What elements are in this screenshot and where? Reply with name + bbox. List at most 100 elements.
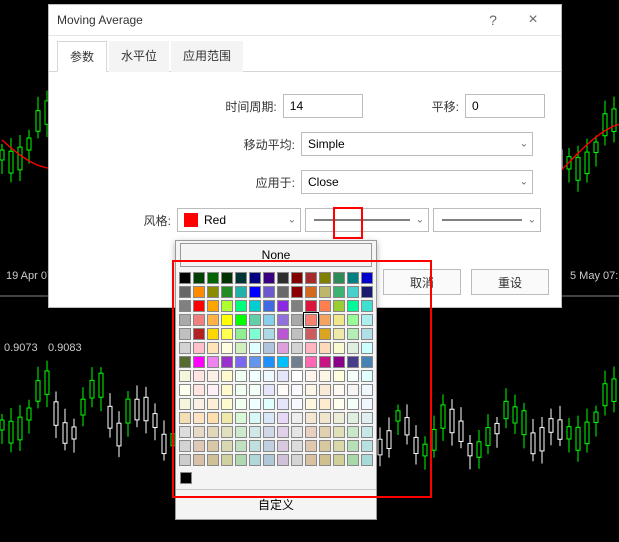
- dialog-titlebar[interactable]: Moving Average ? ×: [49, 5, 561, 36]
- color-cell[interactable]: [235, 356, 247, 368]
- color-cell[interactable]: [249, 314, 261, 326]
- color-cell[interactable]: [305, 300, 317, 312]
- color-cell[interactable]: [291, 314, 303, 326]
- color-cell[interactable]: [249, 412, 261, 424]
- color-cell[interactable]: [263, 454, 275, 466]
- color-cell[interactable]: [235, 286, 247, 298]
- color-cell[interactable]: [361, 398, 373, 410]
- color-cell[interactable]: [249, 384, 261, 396]
- color-cell[interactable]: [277, 314, 289, 326]
- color-cell[interactable]: [221, 286, 233, 298]
- color-cell[interactable]: [291, 272, 303, 284]
- color-cell[interactable]: [207, 356, 219, 368]
- color-cell[interactable]: [193, 370, 205, 382]
- color-cell[interactable]: [193, 412, 205, 424]
- color-cell[interactable]: [179, 286, 191, 298]
- color-cell[interactable]: [193, 384, 205, 396]
- color-cell[interactable]: [277, 342, 289, 354]
- color-cell[interactable]: [291, 398, 303, 410]
- color-cell[interactable]: [193, 300, 205, 312]
- color-cell[interactable]: [235, 342, 247, 354]
- color-cell[interactable]: [319, 342, 331, 354]
- color-cell[interactable]: [207, 342, 219, 354]
- color-cell[interactable]: [333, 356, 345, 368]
- color-cell[interactable]: [249, 342, 261, 354]
- color-cell[interactable]: [305, 356, 317, 368]
- color-cell[interactable]: [221, 412, 233, 424]
- color-cell[interactable]: [179, 370, 191, 382]
- color-cell[interactable]: [319, 356, 331, 368]
- color-cell[interactable]: [319, 314, 331, 326]
- color-cell[interactable]: [263, 342, 275, 354]
- color-cell[interactable]: [333, 314, 345, 326]
- color-cell[interactable]: [263, 426, 275, 438]
- color-cell[interactable]: [333, 384, 345, 396]
- color-cell[interactable]: [179, 412, 191, 424]
- color-cell[interactable]: [305, 342, 317, 354]
- color-cell[interactable]: [347, 300, 359, 312]
- tab-scope[interactable]: 应用范围: [171, 41, 243, 72]
- color-cell[interactable]: [235, 272, 247, 284]
- color-cell[interactable]: [305, 286, 317, 298]
- color-cell[interactable]: [277, 370, 289, 382]
- color-cell[interactable]: [361, 272, 373, 284]
- color-cell[interactable]: [263, 440, 275, 452]
- color-cell[interactable]: [193, 398, 205, 410]
- color-cell[interactable]: [263, 286, 275, 298]
- color-cell[interactable]: [179, 440, 191, 452]
- color-cell[interactable]: [277, 300, 289, 312]
- color-cell[interactable]: [263, 398, 275, 410]
- color-cell[interactable]: [193, 272, 205, 284]
- color-cell[interactable]: [291, 412, 303, 424]
- color-cell[interactable]: [291, 384, 303, 396]
- color-cell[interactable]: [235, 426, 247, 438]
- color-cell[interactable]: [207, 272, 219, 284]
- color-cell[interactable]: [333, 300, 345, 312]
- tab-levels[interactable]: 水平位: [109, 41, 169, 72]
- color-cell[interactable]: [249, 356, 261, 368]
- color-cell[interactable]: [291, 454, 303, 466]
- color-cell[interactable]: [193, 426, 205, 438]
- color-cell[interactable]: [361, 300, 373, 312]
- color-cell[interactable]: [347, 398, 359, 410]
- color-cell[interactable]: [193, 286, 205, 298]
- color-cell[interactable]: [263, 328, 275, 340]
- color-cell[interactable]: [263, 356, 275, 368]
- color-cell[interactable]: [277, 426, 289, 438]
- color-cell[interactable]: [347, 370, 359, 382]
- color-cell[interactable]: [249, 454, 261, 466]
- color-cell[interactable]: [179, 426, 191, 438]
- color-cell[interactable]: [235, 440, 247, 452]
- color-cell[interactable]: [221, 370, 233, 382]
- color-cell[interactable]: [291, 328, 303, 340]
- color-cell[interactable]: [277, 440, 289, 452]
- color-cell[interactable]: [361, 342, 373, 354]
- custom-color-cell[interactable]: [180, 472, 192, 484]
- color-cell[interactable]: [277, 412, 289, 424]
- color-cell[interactable]: [333, 426, 345, 438]
- color-cell[interactable]: [179, 398, 191, 410]
- shift-input[interactable]: [465, 94, 545, 118]
- color-cell[interactable]: [263, 412, 275, 424]
- color-cell[interactable]: [305, 384, 317, 396]
- line-width-select[interactable]: ⌄: [433, 208, 541, 232]
- color-cell[interactable]: [291, 286, 303, 298]
- color-cell[interactable]: [361, 370, 373, 382]
- close-button[interactable]: ×: [513, 6, 553, 34]
- color-cell[interactable]: [179, 272, 191, 284]
- color-cell[interactable]: [347, 412, 359, 424]
- color-cell[interactable]: [193, 328, 205, 340]
- color-cell[interactable]: [207, 370, 219, 382]
- color-cell[interactable]: [221, 300, 233, 312]
- color-cell[interactable]: [207, 412, 219, 424]
- color-cell[interactable]: [179, 342, 191, 354]
- color-cell[interactable]: [333, 398, 345, 410]
- color-cell[interactable]: [263, 384, 275, 396]
- color-cell[interactable]: [179, 356, 191, 368]
- color-cell[interactable]: [361, 412, 373, 424]
- color-cell[interactable]: [235, 412, 247, 424]
- color-cell[interactable]: [235, 328, 247, 340]
- color-cell[interactable]: [333, 342, 345, 354]
- tab-params[interactable]: 参数: [57, 41, 107, 72]
- color-cell[interactable]: [361, 314, 373, 326]
